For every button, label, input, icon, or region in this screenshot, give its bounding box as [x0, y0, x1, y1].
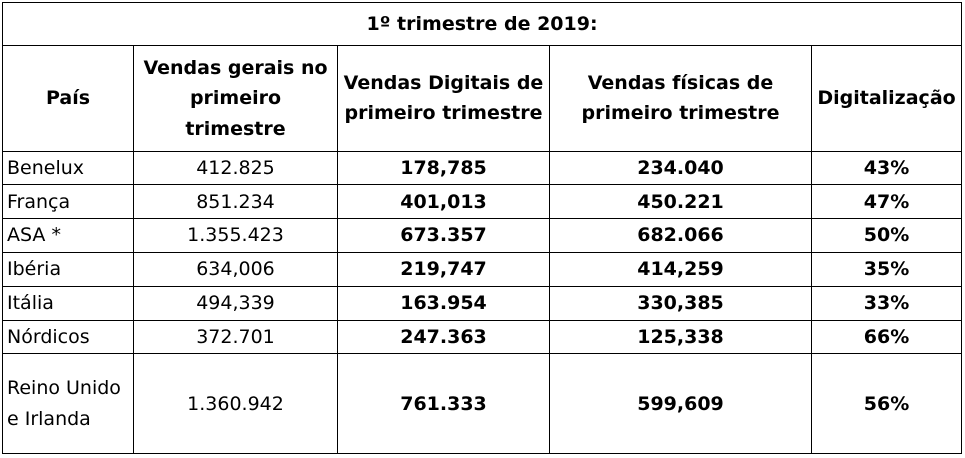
digital-sales-cell: 163.954: [337, 285, 550, 321]
header-physical-sales: Vendas físicas de primeiro trimestre: [549, 45, 812, 152]
total-sales-cell: 494,339: [133, 285, 338, 321]
digitalization-cell: 56%: [810, 353, 963, 454]
digital-sales-cell: 247.363: [337, 319, 550, 355]
physical-sales-cell: 414,259: [549, 252, 812, 287]
total-sales-cell: 634,006: [133, 252, 338, 287]
digitalization-cell: 43%: [810, 150, 963, 186]
digitalization-cell: 50%: [810, 218, 963, 254]
table-row: Reino Unido e Irlanda 1.360.942 761.333 …: [2, 353, 963, 454]
total-sales-cell: 851.234: [133, 184, 338, 220]
header-row: País Vendas gerais no primeiro trimestre…: [2, 45, 963, 152]
country-cell: Reino Unido e Irlanda: [2, 353, 134, 454]
table-row: Ibéria 634,006 219,747 414,259 35%: [2, 252, 963, 287]
total-sales-cell: 1.355.423: [133, 218, 338, 254]
physical-sales-cell: 599,609: [549, 353, 812, 454]
table-row: Benelux 412.825 178,785 234.040 43%: [2, 150, 963, 186]
country-cell: Nórdicos: [2, 319, 134, 355]
table-row: Itália 494,339 163.954 330,385 33%: [2, 285, 963, 321]
header-digital-sales: Vendas Digitais de primeiro trimestre: [337, 45, 550, 152]
country-cell: ASA *: [2, 218, 134, 254]
digitalization-cell: 33%: [810, 285, 963, 321]
header-digitalization: Digitalização: [810, 45, 963, 152]
table-title: 1º trimestre de 2019:: [1, 1, 963, 47]
digital-sales-cell: 178,785: [337, 150, 550, 186]
physical-sales-cell: 125,338: [549, 319, 812, 355]
table-row: França 851.234 401,013 450.221 47%: [2, 184, 963, 220]
title-row: 1º trimestre de 2019:: [1, 1, 963, 47]
physical-sales-cell: 330,385: [549, 285, 812, 321]
total-sales-cell: 1.360.942: [133, 353, 338, 454]
digital-sales-cell: 673.357: [337, 218, 550, 254]
header-country: País: [2, 45, 134, 152]
table-row: Nórdicos 372.701 247.363 125,338 66%: [2, 319, 963, 355]
physical-sales-cell: 682.066: [549, 218, 812, 254]
physical-sales-cell: 234.040: [549, 150, 812, 186]
country-cell: Itália: [2, 285, 134, 321]
country-cell: França: [2, 184, 134, 220]
table-row: ASA * 1.355.423 673.357 682.066 50%: [2, 218, 963, 254]
digitalization-cell: 35%: [810, 252, 963, 287]
country-cell: Benelux: [2, 150, 134, 186]
total-sales-cell: 412.825: [133, 150, 338, 186]
header-total-sales: Vendas gerais no primeiro trimestre: [133, 45, 338, 152]
physical-sales-cell: 450.221: [549, 184, 812, 220]
digital-sales-cell: 401,013: [337, 184, 550, 220]
digital-sales-cell: 761.333: [337, 353, 550, 454]
digitalization-cell: 66%: [810, 319, 963, 355]
total-sales-cell: 372.701: [133, 319, 338, 355]
digital-sales-cell: 219,747: [337, 252, 550, 287]
digitalization-cell: 47%: [810, 184, 963, 220]
country-cell: Ibéria: [2, 252, 134, 287]
